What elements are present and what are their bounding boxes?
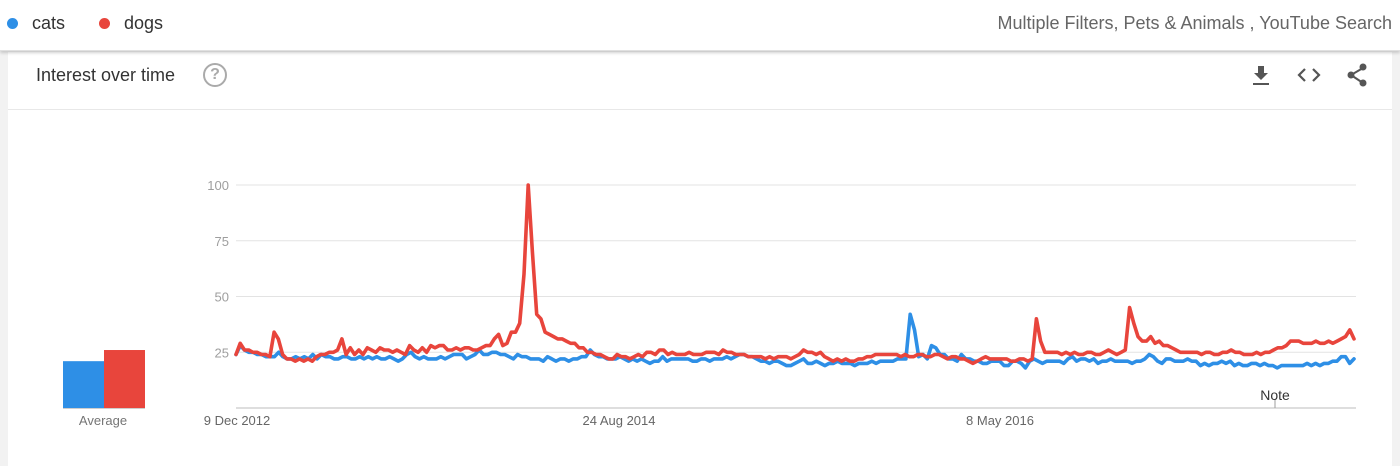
download-icon[interactable]	[1248, 62, 1274, 88]
help-icon[interactable]: ?	[203, 63, 227, 87]
y-tick-label-75: 75	[215, 234, 229, 249]
average-label: Average	[79, 413, 127, 428]
cats-dot-icon	[7, 18, 18, 29]
dogs-dot-icon	[99, 18, 110, 29]
y-tick-label-25: 25	[215, 345, 229, 360]
x-tick-label-2: 8 May 2016	[966, 413, 1034, 428]
note-label: Note	[1260, 387, 1290, 403]
x-tick-label-0: 9 Dec 2012	[204, 413, 271, 428]
x-tick-label-1: 24 Aug 2014	[582, 413, 655, 428]
legend-label-dogs: dogs	[124, 13, 164, 33]
series-line-cats	[234, 312, 1356, 370]
series-line-dogs	[234, 183, 1356, 366]
card-title: Interest over time	[36, 65, 176, 85]
y-tick-label-100: 100	[207, 178, 229, 193]
interest-over-time-card: Interest over time ?	[8, 52, 1392, 466]
filters-text[interactable]: Multiple Filters, Pets & Animals , YouTu…	[997, 13, 1392, 33]
chart-labels: 100 75 50 25 9 Dec 2012 24 Aug 2014 8 May 2016…	[204, 178, 1290, 428]
legend-item-dogs[interactable]: dogs	[99, 13, 163, 34]
legend-item-cats[interactable]: cats	[7, 13, 65, 34]
chart-lines	[234, 183, 1356, 370]
legend-bar: cats dogs Multiple Filters, Pets & Anima…	[0, 0, 1400, 51]
average-bar-cats	[63, 361, 104, 408]
share-icon[interactable]	[1344, 62, 1370, 88]
average-bars: Average	[63, 350, 145, 428]
legend-label-cats: cats	[32, 13, 66, 33]
chart-grid	[236, 184, 1356, 409]
embed-icon[interactable]	[1296, 62, 1322, 88]
y-tick-label-50: 50	[215, 290, 229, 305]
average-bar-dogs	[104, 350, 145, 408]
card-header: Interest over time ?	[8, 52, 1392, 110]
